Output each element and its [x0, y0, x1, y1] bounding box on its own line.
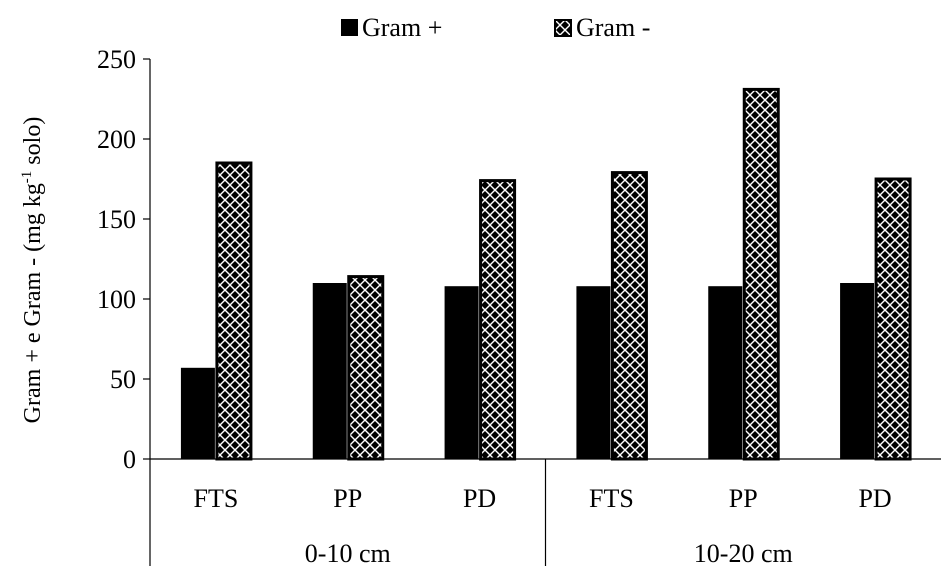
y-tick-label: 0: [123, 445, 136, 474]
bar-gram-minus: [347, 275, 385, 461]
bar-gram-plus: [576, 286, 611, 459]
x-axis: FTS PP PD FTS PP PD 0-10 cm 10-20 cm: [149, 458, 941, 568]
y-axis-label: Gram + e Gram - (mg kg-1 solo): [19, 117, 46, 424]
x-tick-label: FTS: [589, 484, 634, 513]
x-group-label: 0-10 cm: [305, 539, 391, 566]
bars: [180, 87, 912, 461]
bar-gram-plus: [708, 286, 743, 459]
legend-label-gram-minus: Gram -: [576, 13, 650, 42]
y-tick-label: 150: [97, 205, 136, 234]
bar-gram-minus: [479, 179, 517, 461]
x-tick-label: PP: [729, 484, 758, 513]
legend-label-gram-plus: Gram +: [362, 13, 442, 42]
bar-gram-plus: [444, 286, 479, 459]
bar-gram-plus: [840, 283, 875, 459]
x-tick-label: FTS: [194, 484, 239, 513]
legend-swatch-gram-plus: [341, 19, 358, 36]
x-tick-label: PP: [333, 484, 362, 513]
bar-gram-minus: [874, 177, 912, 461]
y-axis-ticks: 0 50 100 150 200 250: [97, 45, 151, 474]
legend: Gram + Gram -: [341, 13, 650, 42]
y-tick-label: 250: [97, 45, 136, 74]
bar-gram-plus: [312, 283, 347, 459]
y-tick-label: 200: [97, 125, 136, 154]
bar-gram-plus: [180, 367, 215, 459]
bar-gram-minus: [742, 87, 780, 461]
bar-gram-minus: [610, 171, 648, 461]
y-tick-label: 50: [110, 365, 136, 394]
x-tick-label: PD: [858, 484, 891, 513]
x-group-label: 10-20 cm: [694, 539, 793, 566]
legend-swatch-gram-minus: [554, 19, 572, 37]
y-tick-label: 100: [97, 285, 136, 314]
bar-gram-minus: [215, 161, 253, 461]
x-tick-label: PD: [463, 484, 496, 513]
